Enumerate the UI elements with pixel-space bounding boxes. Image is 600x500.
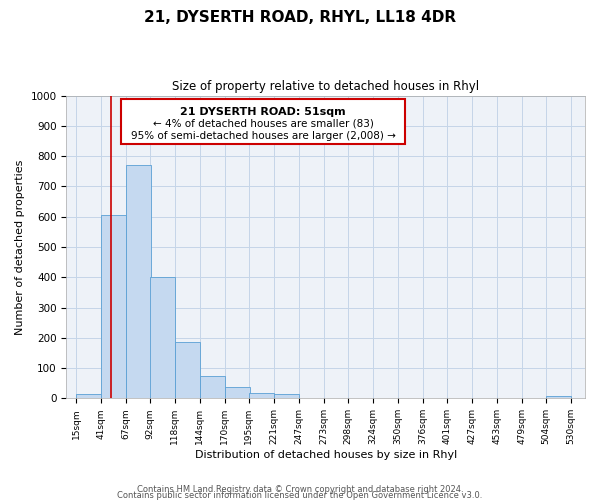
- X-axis label: Distribution of detached houses by size in Rhyl: Distribution of detached houses by size …: [194, 450, 457, 460]
- Bar: [249, 393, 274, 398]
- Bar: [225, 387, 250, 398]
- Text: 21 DYSERTH ROAD: 51sqm: 21 DYSERTH ROAD: 51sqm: [181, 106, 346, 117]
- Bar: [200, 376, 225, 398]
- Bar: [545, 396, 571, 398]
- Bar: [175, 342, 200, 398]
- Text: Contains public sector information licensed under the Open Government Licence v3: Contains public sector information licen…: [118, 491, 482, 500]
- Text: 21, DYSERTH ROAD, RHYL, LL18 4DR: 21, DYSERTH ROAD, RHYL, LL18 4DR: [144, 10, 456, 25]
- Text: ← 4% of detached houses are smaller (83): ← 4% of detached houses are smaller (83): [153, 119, 374, 129]
- Bar: [150, 277, 175, 398]
- Bar: [76, 394, 101, 398]
- FancyBboxPatch shape: [121, 99, 406, 144]
- Text: Contains HM Land Registry data © Crown copyright and database right 2024.: Contains HM Land Registry data © Crown c…: [137, 485, 463, 494]
- Title: Size of property relative to detached houses in Rhyl: Size of property relative to detached ho…: [172, 80, 479, 93]
- Bar: [126, 165, 151, 398]
- Bar: [274, 394, 299, 398]
- Y-axis label: Number of detached properties: Number of detached properties: [15, 160, 25, 334]
- Text: 95% of semi-detached houses are larger (2,008) →: 95% of semi-detached houses are larger (…: [131, 131, 396, 141]
- Bar: [101, 215, 126, 398]
